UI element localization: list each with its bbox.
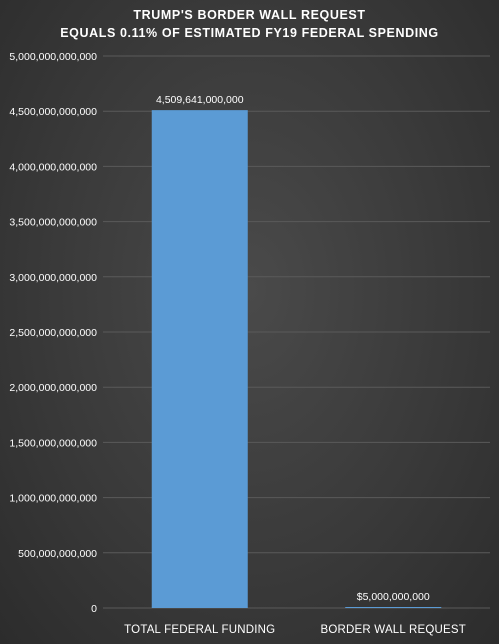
chart-title: TRUMP'S BORDER WALL REQUEST	[133, 8, 366, 22]
bar	[151, 110, 248, 609]
y-tick-label: 500,000,000,000	[18, 548, 97, 560]
x-tick-label: BORDER WALL REQUEST	[321, 624, 466, 636]
data-label: 4,509,641,000,000	[156, 94, 244, 106]
y-tick-label: 5,000,000,000,000	[9, 51, 97, 63]
x-tick-label: TOTAL FEDERAL FUNDING	[124, 624, 275, 636]
y-tick-label: 4,500,000,000,000	[9, 106, 97, 118]
bar	[345, 607, 442, 608]
y-tick-label: 2,000,000,000,000	[9, 382, 97, 394]
y-tick-label: 1,000,000,000,000	[9, 493, 97, 505]
y-tick-label: 3,000,000,000,000	[9, 272, 97, 284]
data-label: $5,000,000,000	[357, 591, 430, 603]
y-tick-label: 2,500,000,000,000	[9, 327, 97, 339]
y-tick-label: 4,000,000,000,000	[9, 161, 97, 173]
y-tick-label: 1,500,000,000,000	[9, 437, 97, 449]
chart-subtitle: EQUALS 0.11% OF ESTIMATED FY19 FEDERAL S…	[60, 26, 439, 40]
y-tick-label: 0	[91, 603, 97, 615]
y-tick-label: 3,500,000,000,000	[9, 217, 97, 229]
